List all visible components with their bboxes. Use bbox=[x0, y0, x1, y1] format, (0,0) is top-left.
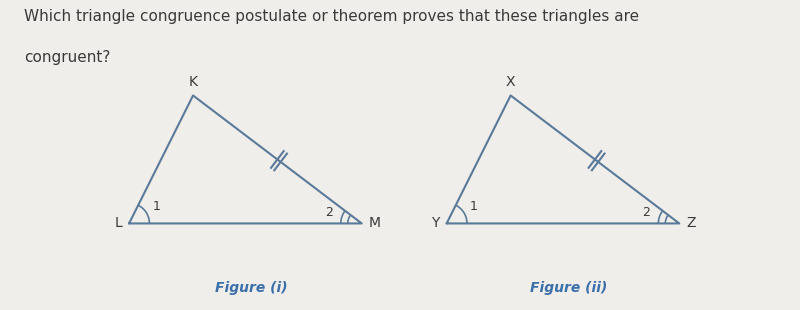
Text: K: K bbox=[189, 74, 198, 88]
Text: M: M bbox=[369, 216, 381, 230]
Text: Which triangle congruence postulate or theorem proves that these triangles are: Which triangle congruence postulate or t… bbox=[24, 9, 639, 24]
Text: 2: 2 bbox=[325, 206, 333, 219]
Text: Figure (i): Figure (i) bbox=[215, 281, 287, 295]
Text: 1: 1 bbox=[470, 200, 478, 213]
Text: L: L bbox=[114, 216, 122, 230]
Text: Y: Y bbox=[431, 216, 440, 230]
Text: Figure (ii): Figure (ii) bbox=[530, 281, 607, 295]
Text: X: X bbox=[506, 74, 515, 88]
Text: Z: Z bbox=[686, 216, 696, 230]
Text: 1: 1 bbox=[152, 200, 160, 213]
Text: congruent?: congruent? bbox=[24, 50, 110, 64]
Text: 2: 2 bbox=[642, 206, 650, 219]
